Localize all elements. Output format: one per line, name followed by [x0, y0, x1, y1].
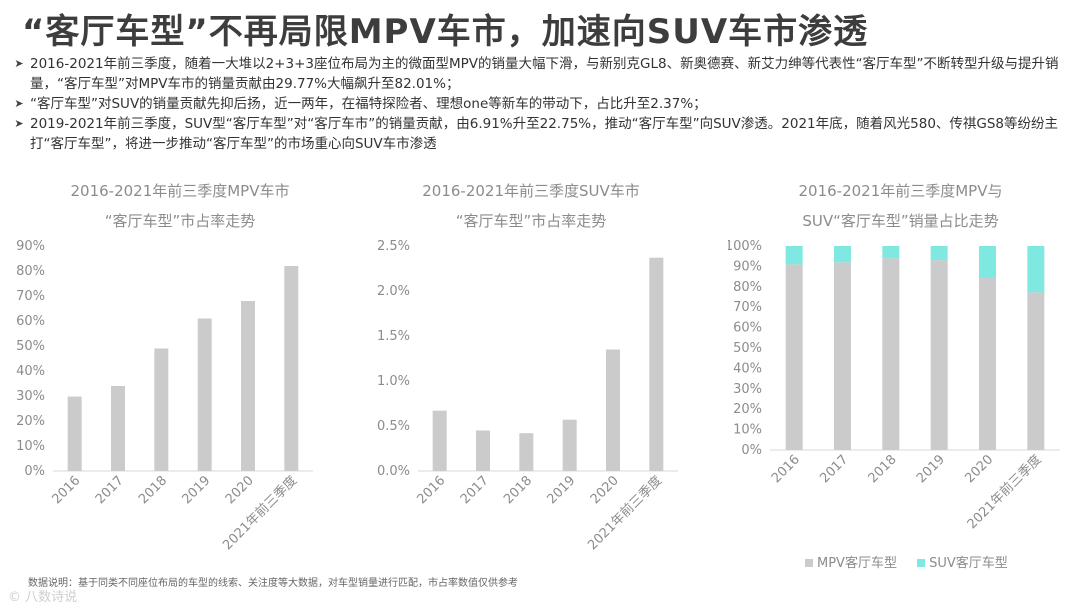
x-tick-label: 2018	[866, 452, 900, 486]
legend-label-mpv: MPV客厅车型	[817, 556, 897, 571]
suv-bar-segment	[930, 246, 948, 261]
x-tick-label: 2018	[136, 473, 170, 507]
bar	[649, 257, 664, 471]
mpv-bar-segment	[979, 278, 996, 450]
bar	[241, 301, 255, 471]
bar	[197, 318, 212, 471]
x-tick-label: 2019	[914, 452, 948, 486]
y-tick-label: 10%	[733, 423, 762, 438]
x-tick-label: 2021年前三季度	[219, 473, 300, 554]
bullet-list: ➤ 2016-2021年前三季度，随着一大堆以2+3+3座位布局为主的微面型MP…	[8, 54, 1072, 154]
y-tick-label: 20%	[16, 414, 45, 429]
brand-watermark: © 八数诗说	[8, 590, 78, 605]
chart-subtitle: “客厅车型”市占率走势	[104, 212, 256, 230]
bar	[67, 396, 82, 471]
y-tick-label: 90%	[16, 239, 45, 254]
page-title: “客厅车型”不再局限MPV车市，加速向SUV车市渗透	[22, 12, 869, 52]
x-tick-label: 2016	[769, 452, 803, 486]
y-tick-label: 70%	[733, 300, 762, 315]
mpv-bar-segment	[1027, 292, 1045, 450]
bar	[284, 265, 299, 471]
legend-swatch-suv	[917, 559, 926, 567]
y-tick-label: 40%	[16, 364, 45, 379]
suv-bar-segment	[979, 246, 996, 279]
mpv-bar-segment	[785, 264, 803, 450]
x-tick-label: 2017	[458, 473, 492, 507]
x-tick-label: 2021年前三季度	[584, 473, 665, 554]
y-tick-label: 2.5%	[377, 239, 410, 254]
y-tick-label: 60%	[733, 321, 762, 336]
x-tick-label: 2020	[223, 473, 257, 507]
chart-title: 2016-2021年前三季度MPV车市	[70, 182, 290, 200]
suv-bar-segment	[834, 246, 851, 263]
x-tick-label: 2017	[817, 452, 851, 486]
bullet-text: 2019-2021年前三季度，SUV型“客厅车型”对“客厅车市”的销量贡献，由6…	[30, 116, 1059, 152]
bullet-item: ➤ 2016-2021年前三季度，随着一大堆以2+3+3座位布局为主的微面型MP…	[8, 54, 1072, 94]
x-tick-label: 2019	[544, 473, 578, 507]
arrow-bullet-icon: ➤	[14, 97, 24, 110]
y-tick-label: 1.5%	[377, 329, 410, 344]
y-tick-label: 0%	[741, 443, 762, 458]
bar	[432, 410, 447, 471]
arrow-bullet-icon: ➤	[14, 117, 24, 130]
bullet-text: 2016-2021年前三季度，随着一大堆以2+3+3座位布局为主的微面型MPV的…	[30, 56, 1059, 92]
x-tick-label: 2016	[49, 473, 83, 507]
suv-bar-segment	[882, 246, 900, 259]
mpv-bar-segment	[882, 258, 900, 450]
suv-bar-segment	[1027, 246, 1045, 293]
legend-swatch-mpv	[805, 559, 813, 567]
y-tick-label: 20%	[733, 402, 762, 417]
arrow-bullet-icon: ➤	[14, 57, 24, 70]
suv-share-chart: 2016-2021年前三季度SUV车市 “客厅车型”市占率走势 0.0% 0.5%…	[366, 176, 696, 570]
y-tick-label: 1.0%	[377, 374, 410, 389]
y-tick-label: 0.0%	[377, 464, 410, 479]
mpv-share-plot: 0% 10% 20% 30% 40% 50% 60% 70% 80% 90% 2016 2017 201…	[16, 239, 313, 554]
y-tick-label: 10%	[16, 439, 45, 454]
data-footnote: 数据说明：基于同类不同座位布局的车型的线索、关注度等大数据，对车型销量进行匹配，…	[28, 578, 518, 589]
y-tick-label: 80%	[16, 264, 45, 279]
y-tick-label: 90%	[733, 259, 762, 274]
x-tick-label: 2020	[588, 473, 622, 507]
bar	[154, 348, 169, 471]
bullet-item: ➤ “客厅车型”对SUV的销量贡献先抑后扬，近一两年，在福特探险者、理想one等…	[8, 94, 1072, 114]
y-tick-label: 100%	[728, 239, 762, 254]
mpv-bar-segment	[930, 260, 948, 450]
x-tick-label: 2017	[93, 473, 127, 507]
chart-title: 2016-2021年前三季度MPV与	[798, 182, 1003, 200]
chart-title: 2016-2021年前三季度SUV车市	[422, 182, 640, 200]
bar	[519, 433, 534, 471]
y-tick-label: 2.0%	[377, 284, 410, 299]
y-tick-label: 0.5%	[377, 419, 410, 434]
x-tick-label: 2016	[414, 473, 448, 507]
mpv-suv-stacked-chart: 2016-2021年前三季度MPV与 SUV“客厅车型”销量占比走势 0% 10%…	[725, 176, 1073, 586]
bar	[562, 419, 577, 471]
mpv-bar-segment	[834, 262, 851, 450]
x-tick-label: 2020	[962, 452, 996, 486]
y-tick-label: 30%	[733, 382, 762, 397]
chart-subtitle: “客厅车型”市占率走势	[455, 212, 607, 230]
x-tick-label: 2019	[179, 473, 213, 507]
y-tick-label: 40%	[733, 361, 762, 376]
chart-subtitle: SUV“客厅车型”销量占比走势	[802, 212, 999, 230]
mpv-share-chart: 2016-2021年前三季度MPV车市 “客厅车型”市占率走势 0% 10% 20%…	[5, 176, 355, 570]
y-tick-label: 70%	[16, 289, 45, 304]
suv-bar-segment	[785, 246, 803, 265]
y-tick-label: 0%	[24, 464, 45, 479]
y-tick-label: 80%	[733, 280, 762, 295]
bullet-text: “客厅车型”对SUV的销量贡献先抑后扬，近一两年，在福特探险者、理想one等新车…	[30, 96, 707, 112]
bar	[476, 430, 490, 471]
y-tick-label: 50%	[733, 341, 762, 356]
stacked-share-plot: 0% 10% 20% 30% 40% 50% 60% 70% 80% 90% 100% 2016 201…	[725, 239, 1060, 532]
suv-share-plot: 0.0% 0.5% 1.0% 1.5% 2.0% 2.5% 2016 2017 2018 2019…	[377, 239, 678, 554]
legend-label-suv: SUV客厅车型	[929, 556, 1008, 571]
y-tick-label: 30%	[16, 389, 45, 404]
bullet-item: ➤ 2019-2021年前三季度，SUV型“客厅车型”对“客厅车市”的销量贡献，…	[8, 114, 1072, 154]
y-tick-label: 60%	[16, 314, 45, 329]
x-tick-label: 2018	[501, 473, 535, 507]
chart-legend: MPV客厅车型 SUV客厅车型	[805, 552, 1008, 571]
y-tick-label: 50%	[16, 339, 45, 354]
bar	[606, 349, 620, 471]
bar	[111, 386, 125, 471]
